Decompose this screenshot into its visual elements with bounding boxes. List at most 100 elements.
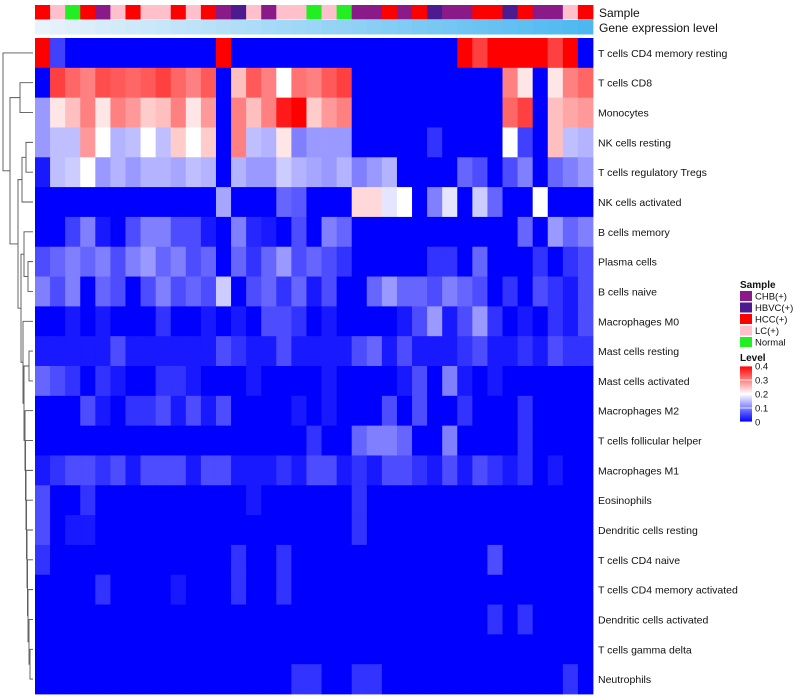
heatmap-cell	[487, 455, 503, 486]
heatmap-cell	[532, 187, 549, 218]
heatmap-cell	[65, 306, 81, 337]
heatmap-cell	[366, 187, 383, 218]
heatmap-cell	[577, 276, 594, 307]
heatmap-cell	[577, 306, 594, 337]
heatmap-cell	[125, 574, 141, 605]
heatmap-cell	[427, 425, 443, 456]
heatmap-cell	[517, 425, 534, 456]
heatmap-cell	[502, 455, 518, 486]
heatmap-cell	[155, 425, 172, 456]
heatmap-cell	[170, 306, 187, 337]
heatmap-cell	[261, 187, 277, 218]
heatmap-cell	[532, 157, 549, 188]
heatmap-cell	[246, 127, 262, 158]
heatmap-cell	[110, 664, 126, 695]
row-label: NK cells activated	[598, 197, 682, 209]
heatmap-cell	[381, 455, 398, 486]
heatmap-cell	[442, 425, 458, 456]
row-label: T cells CD8	[598, 78, 652, 90]
heatmap-cell	[366, 634, 383, 665]
heatmap-cell	[215, 97, 232, 128]
heatmap-cell	[351, 306, 368, 337]
heatmap-cell	[517, 366, 534, 397]
heatmap-cell	[291, 515, 307, 546]
heatmap-cell	[261, 276, 277, 307]
heatmap-cell	[246, 485, 262, 516]
heatmap-cell	[457, 246, 473, 277]
heatmap-cell	[502, 634, 518, 665]
gene-anno-cell	[35, 20, 51, 35]
heatmap-cell	[50, 157, 66, 188]
heatmap-cell	[487, 336, 503, 367]
heatmap-cell	[396, 157, 413, 188]
heatmap-cell	[65, 38, 81, 69]
heatmap-cell	[532, 38, 549, 69]
heatmap-cell	[110, 276, 126, 307]
heatmap-cell	[396, 455, 413, 486]
heatmap-cell	[110, 515, 126, 546]
heatmap-cell	[502, 574, 518, 605]
heatmap-cell	[170, 97, 187, 128]
heatmap-cell	[562, 157, 579, 188]
heatmap-cell	[427, 187, 443, 218]
heatmap-cell	[412, 38, 428, 69]
heatmap-cell	[80, 574, 96, 605]
heatmap-cell	[427, 97, 443, 128]
row-label: Plasma cells	[598, 257, 657, 269]
legend-entry-label: CHB(+)	[755, 292, 787, 303]
heatmap-cell	[140, 455, 157, 486]
heatmap-cell	[65, 336, 81, 367]
heatmap-cell	[50, 485, 66, 516]
heatmap-cell	[442, 574, 458, 605]
heatmap-cell	[95, 544, 111, 576]
gene-anno-cell	[155, 20, 172, 35]
heatmap-cell	[246, 276, 262, 307]
heatmap-cell	[487, 246, 503, 277]
heatmap-cell	[532, 544, 549, 576]
heatmap-cell	[532, 664, 549, 695]
sample-anno-cell	[381, 5, 398, 20]
heatmap-cell	[231, 216, 247, 248]
heatmap-cell	[351, 485, 368, 516]
heatmap-cell	[95, 246, 111, 277]
heatmap-cell	[50, 425, 66, 456]
heatmap-cell	[35, 276, 51, 307]
heatmap-cell	[50, 187, 66, 218]
heatmap-cell	[562, 425, 579, 456]
heatmap-cell	[215, 485, 232, 516]
heatmap-cell	[457, 395, 473, 427]
sample-anno-cell	[306, 5, 322, 20]
heatmap-cell	[562, 67, 579, 99]
heatmap-cell	[140, 246, 157, 277]
heatmap-cell	[457, 664, 473, 695]
heatmap-cell	[562, 306, 579, 337]
heatmap-cell	[35, 246, 51, 277]
heatmap-cell	[532, 216, 549, 248]
sample-anno-cell	[321, 5, 338, 20]
heatmap-cell	[562, 38, 579, 69]
heatmap-cell	[231, 276, 247, 307]
row-label: T cells CD4 memory activated	[598, 585, 738, 597]
heatmap-cell	[35, 634, 51, 665]
heatmap-cell	[442, 336, 458, 367]
legend-entry-label: LC(+)	[755, 326, 779, 337]
heatmap-cell	[231, 604, 247, 635]
heatmap-cell	[502, 216, 518, 248]
heatmap-cell	[427, 276, 443, 307]
legend-level-tick-label: 0	[755, 418, 760, 429]
heatmap-cell	[291, 336, 307, 367]
heatmap-cell	[577, 127, 594, 158]
heatmap-cell	[200, 246, 217, 277]
heatmap-cell	[80, 485, 96, 516]
heatmap-cell	[487, 485, 503, 516]
heatmap-cell	[472, 38, 488, 69]
heatmap-cell	[200, 157, 217, 188]
sample-anno-cell	[231, 5, 247, 20]
legend-level-title: Level	[740, 353, 766, 364]
heatmap-cell	[200, 67, 217, 99]
heatmap-cell	[457, 127, 473, 158]
heatmap-cell	[215, 246, 232, 277]
heatmap-cell	[381, 515, 398, 546]
heatmap-cell	[140, 67, 157, 99]
